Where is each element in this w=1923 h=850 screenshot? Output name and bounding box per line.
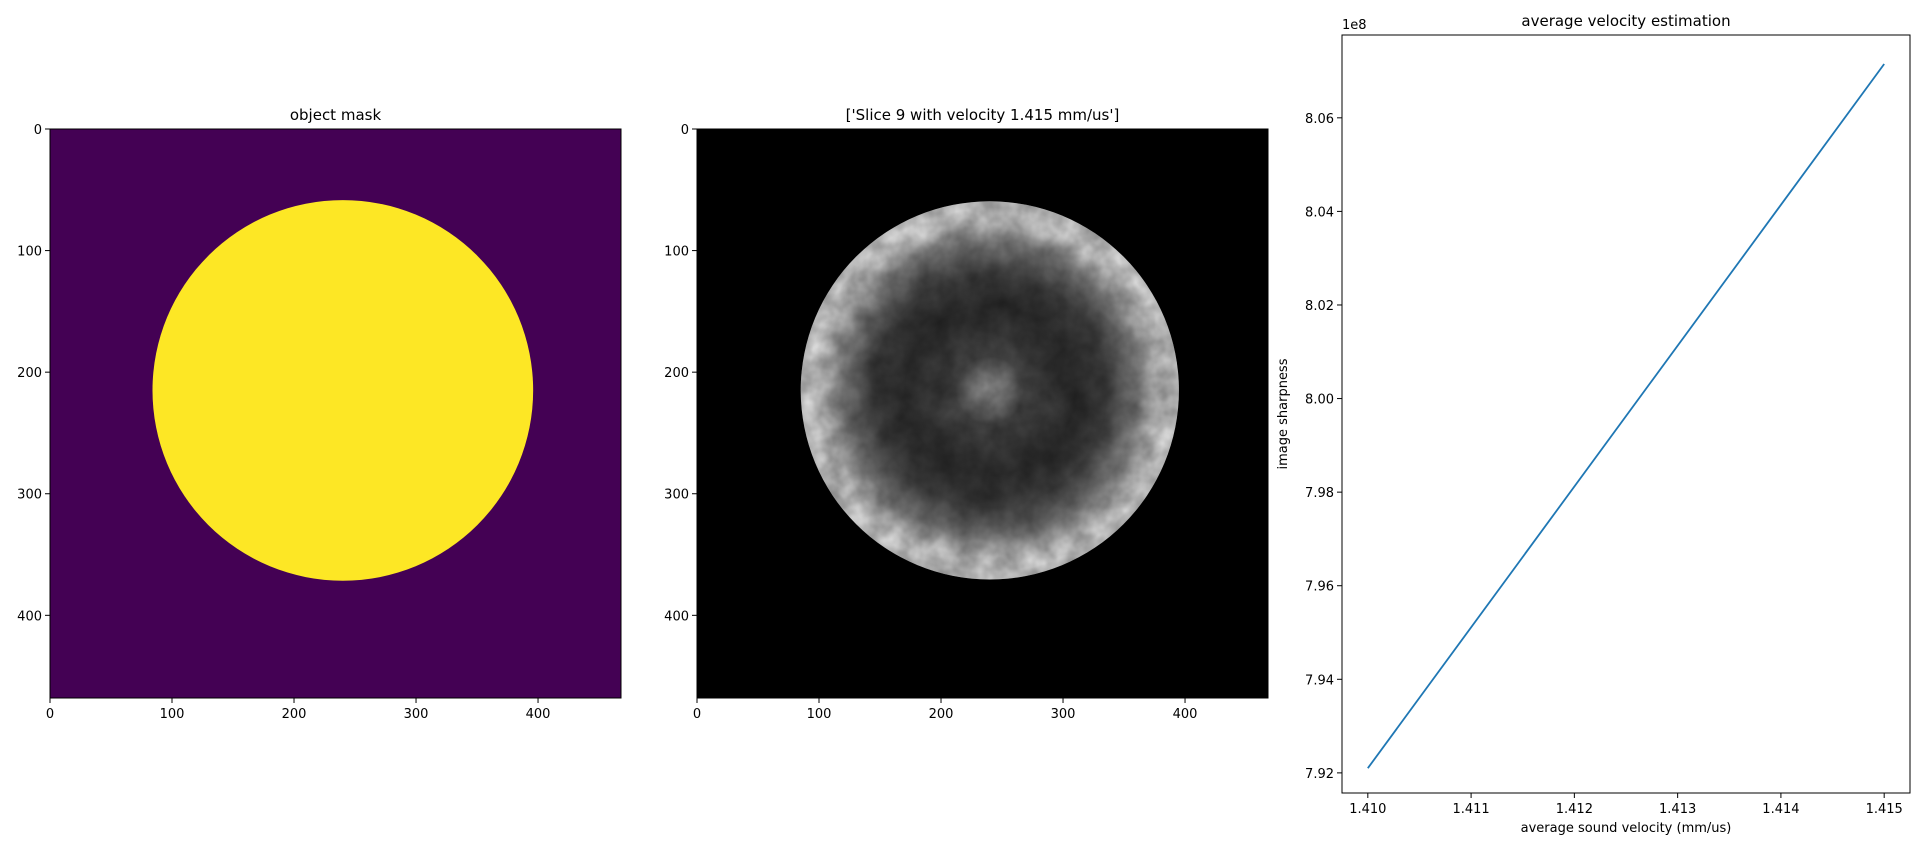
- slice-image-title: ['Slice 9 with velocity 1.415 mm/us']: [846, 106, 1120, 124]
- y-tick-label: 7.96: [1305, 580, 1334, 595]
- y-tick-label: 7.92: [1305, 767, 1334, 782]
- x-tick-label: 0: [46, 707, 54, 722]
- y-tick-label: 100: [17, 245, 42, 260]
- object-mask-panel: object mask 0 100 200 300 400 0 100 200 300 400: [17, 106, 622, 722]
- y-tick-label: 400: [664, 609, 689, 624]
- y-tick-label: 100: [664, 245, 689, 260]
- x-tick-label: 1.412: [1556, 802, 1593, 817]
- x-tick-label: 1.414: [1762, 802, 1799, 817]
- y-tick-label: 8.04: [1305, 205, 1334, 220]
- y-tick-label: 400: [17, 609, 42, 624]
- object-mask-title: object mask: [290, 106, 382, 124]
- y-tick-label: 300: [664, 488, 689, 503]
- x-tick-label: 400: [526, 707, 551, 722]
- x-tick-label: 200: [929, 707, 954, 722]
- x-tick-label: 300: [1051, 707, 1076, 722]
- x-tick-label: 400: [1173, 707, 1198, 722]
- y-tick-label: 7.98: [1305, 486, 1334, 501]
- slice-image-panel: ['Slice 9 with velocity 1.415 mm/us'] 0 1…: [664, 106, 1269, 722]
- y-tick-label: 8.00: [1305, 393, 1334, 408]
- velocity-estimation-title: average velocity estimation: [1521, 12, 1730, 30]
- y-tick-label: 8.06: [1305, 112, 1334, 127]
- y-tick-label: 8.02: [1305, 299, 1334, 314]
- mask-axes-frame: [49, 128, 622, 699]
- y-axis-offset-label: 1e8: [1342, 18, 1367, 33]
- x-tick-label: 1.411: [1452, 802, 1489, 817]
- x-tick-label: 100: [160, 707, 185, 722]
- x-tick-label: 200: [282, 707, 307, 722]
- line-axes-frame: [1341, 34, 1911, 794]
- y-axis-label: image sharpness: [1276, 358, 1291, 469]
- y-tick-label: 0: [34, 123, 42, 138]
- x-tick-label: 1.415: [1866, 802, 1903, 817]
- y-tick-label: 7.94: [1305, 673, 1334, 688]
- y-tick-label: 200: [664, 366, 689, 381]
- x-tick-label: 0: [693, 707, 701, 722]
- x-tick-label: 1.413: [1659, 802, 1696, 817]
- slice-sample-texture: [800, 201, 1179, 580]
- slice-axes-frame: [696, 128, 1269, 699]
- y-tick-label: 0: [681, 123, 689, 138]
- x-axis-label: average sound velocity (mm/us): [1521, 821, 1732, 836]
- y-tick-label: 300: [17, 488, 42, 503]
- y-tick-label: 200: [17, 366, 42, 381]
- sharpness-series-line: [1367, 63, 1885, 769]
- x-tick-label: 1.410: [1349, 802, 1386, 817]
- x-tick-label: 300: [404, 707, 429, 722]
- x-tick-label: 100: [807, 707, 832, 722]
- mask-object-region: [152, 200, 534, 581]
- velocity-estimation-panel: average velocity estimation 1e8 1.410 1.4…: [1276, 12, 1911, 836]
